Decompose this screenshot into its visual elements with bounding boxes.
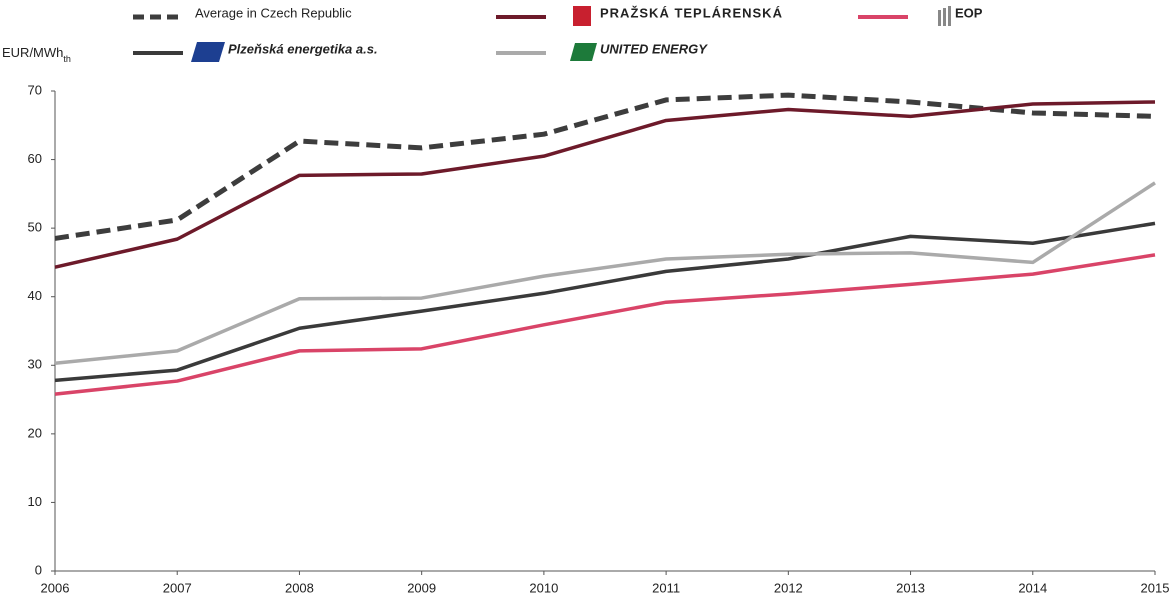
- y-axis-label: EUR/MWhth: [2, 45, 71, 64]
- series-line: [54, 181, 1156, 365]
- legend-label: UNITED ENERGY: [600, 41, 708, 56]
- y-tick-label: 40: [28, 288, 42, 303]
- legend-logo-icon: [191, 42, 225, 62]
- legend-label: Average in Czech Republic: [195, 5, 352, 20]
- series-line: [54, 253, 1156, 396]
- series-line: [54, 100, 1156, 269]
- legend-logo-icon: [570, 43, 597, 61]
- x-tick-label: 2006: [41, 580, 70, 595]
- x-tick-label: 2008: [285, 580, 314, 595]
- y-tick-label: 30: [28, 357, 42, 372]
- x-tick-label: 2015: [1141, 580, 1170, 595]
- x-tick-label: 2007: [163, 580, 192, 595]
- legend-label: EOP: [955, 5, 983, 20]
- y-tick-label: 20: [28, 425, 42, 440]
- series-line: [54, 92, 1156, 241]
- legend-logo-icon: [573, 6, 591, 26]
- y-tick-label: 70: [28, 82, 42, 97]
- x-tick-label: 2012: [774, 580, 803, 595]
- y-axis-label-subscript: th: [63, 54, 71, 64]
- x-tick-label: 2009: [407, 580, 436, 595]
- x-tick-label: 2010: [529, 580, 558, 595]
- legend-logo-icon: [943, 8, 946, 26]
- legend-label: Plzeňská energetika a.s.: [228, 41, 378, 56]
- y-tick-label: 10: [28, 494, 42, 509]
- x-tick-label: 2011: [652, 580, 680, 595]
- legend-label: PRAŽSKÁ TEPLÁRENSKÁ: [600, 5, 783, 20]
- y-tick-label: 60: [28, 151, 42, 166]
- legend-logo-icon: [938, 10, 941, 26]
- y-tick-label: 0: [35, 562, 42, 577]
- legend-logo-icon: [948, 6, 951, 26]
- y-axis-label-text: EUR/MWh: [2, 45, 63, 60]
- x-tick-label: 2013: [896, 580, 925, 595]
- y-tick-label: 50: [28, 220, 42, 235]
- x-tick-label: 2014: [1018, 580, 1047, 595]
- series-line: [54, 221, 1156, 383]
